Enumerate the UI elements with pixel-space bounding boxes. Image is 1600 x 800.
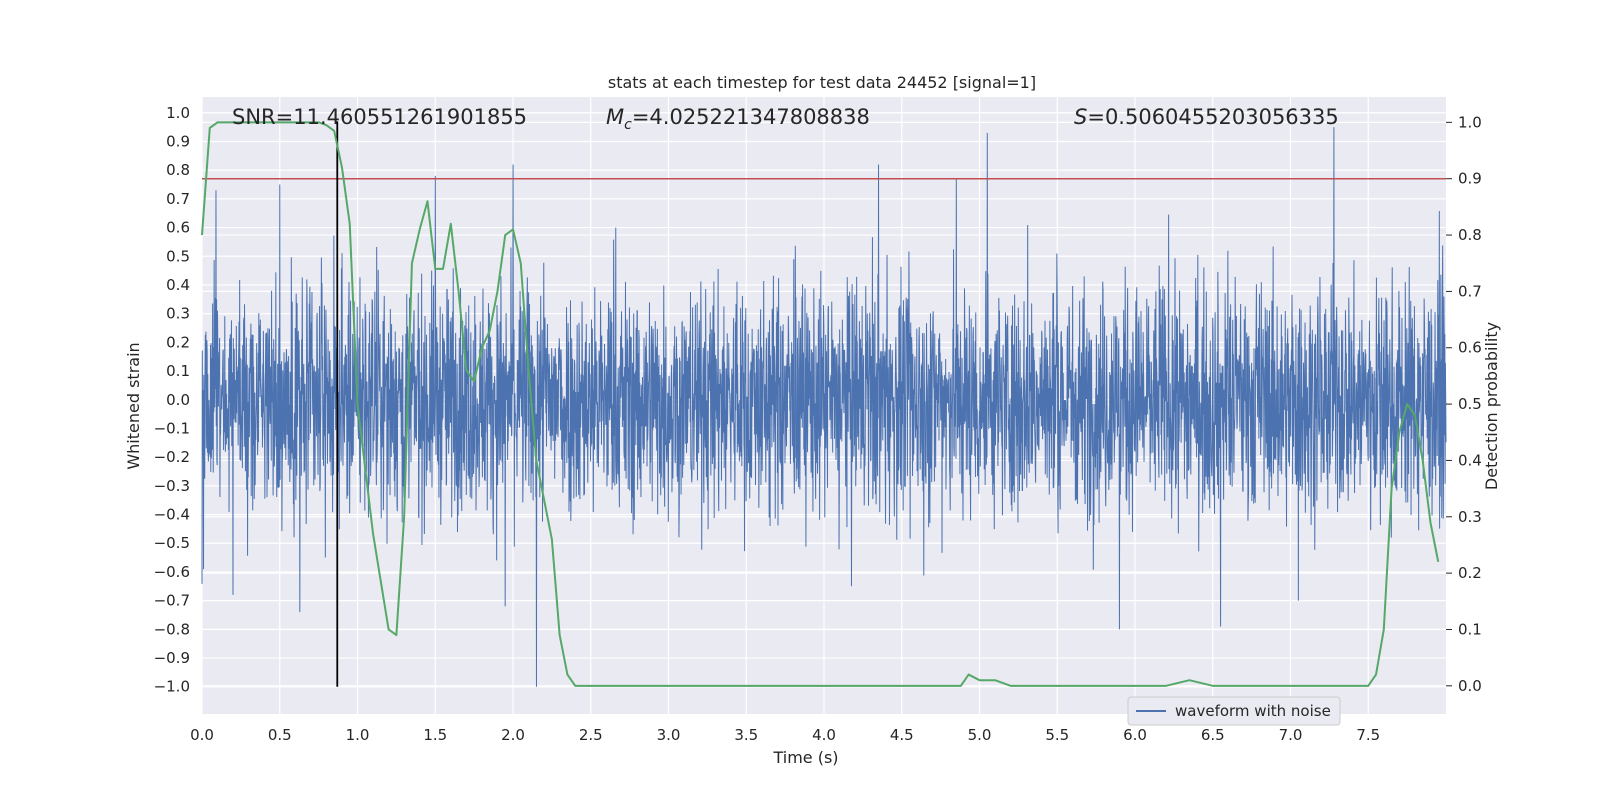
- s-annotation: S=0.5060455203056335: [1074, 105, 1339, 129]
- y-tick-label-right: 0.2: [1458, 564, 1482, 582]
- chirp-mass-subscript: c: [624, 117, 632, 133]
- y-tick-label-left: −0.4: [154, 506, 190, 524]
- y-tick-label-left: 0.9: [166, 132, 190, 150]
- y-tick-label-left: 0.7: [166, 190, 190, 208]
- y-tick-label-left: −0.5: [154, 534, 190, 552]
- y-tick-label-right: 0.6: [1458, 339, 1482, 357]
- y-tick-label-left: −0.2: [154, 448, 190, 466]
- y-tick-label-left: −0.7: [154, 592, 190, 610]
- y-tick-label-left: −0.3: [154, 477, 190, 495]
- y-tick-label-left: −0.6: [154, 563, 190, 581]
- y-tick-label-left: 0.0: [166, 391, 190, 409]
- y-tick-label-left: 0.1: [166, 362, 190, 380]
- y-tick-label-left: 1.0: [166, 104, 190, 122]
- x-tick-label: 0.0: [190, 726, 214, 744]
- y-axis-label-left: Whitened strain: [124, 342, 143, 469]
- y-tick-label-left: −0.9: [154, 649, 190, 667]
- y-tick-label-right: 0.1: [1458, 620, 1482, 638]
- x-tick-label: 2.0: [501, 726, 525, 744]
- chirp-mass-value: =4.025221347808838: [632, 105, 870, 129]
- x-tick-label: 1.5: [423, 726, 447, 744]
- x-tick-label: 0.5: [268, 726, 292, 744]
- x-tick-label: 1.0: [346, 726, 370, 744]
- x-tick-label: 6.0: [1123, 726, 1147, 744]
- s-symbol: S: [1074, 105, 1087, 129]
- y-tick-label-right: 0.5: [1458, 395, 1482, 413]
- y-tick-label-left: 0.2: [166, 333, 190, 351]
- y-tick-label-left: 0.4: [166, 276, 190, 294]
- y-tick-label-right: 0.8: [1458, 226, 1482, 244]
- x-tick-label: 4.0: [812, 726, 836, 744]
- x-tick-label: 7.5: [1356, 726, 1380, 744]
- y-tick-label-left: 0.6: [166, 219, 190, 237]
- legend-box: [1127, 696, 1341, 726]
- legend-waveform-label: waveform with noise: [1175, 702, 1331, 720]
- x-tick-label: 2.5: [579, 726, 603, 744]
- legend: waveform with noise: [1127, 696, 1341, 726]
- y-tick-label-left: 0.3: [166, 305, 190, 323]
- probability-line: [201, 121, 1440, 687]
- y-tick-label-left: −0.8: [154, 620, 190, 638]
- y-tick-label-left: −0.1: [154, 419, 190, 437]
- x-tick-label: 6.5: [1201, 726, 1225, 744]
- y-tick-label-left: −1.0: [154, 678, 190, 696]
- y-tick-label-right: 1.0: [1458, 113, 1482, 131]
- probability-series: [201, 121, 1440, 687]
- x-tick-label: 4.5: [890, 726, 914, 744]
- x-tick-label: 3.0: [657, 726, 681, 744]
- y-tick-label-right: 0.9: [1458, 170, 1482, 188]
- x-tick-label: 3.5: [734, 726, 758, 744]
- chirp-mass-symbol: M: [606, 105, 624, 129]
- x-axis-label: Time (s): [772, 748, 838, 767]
- y-tick-label-right: 0.0: [1458, 677, 1482, 695]
- chart-title: stats at each timestep for test data 244…: [608, 73, 1036, 92]
- chirp-mass-annotation: Mc=4.025221347808838: [606, 105, 870, 133]
- y-tick-label-left: 0.5: [166, 247, 190, 265]
- x-tick-label: 7.0: [1279, 726, 1303, 744]
- y-tick-label-right: 0.3: [1458, 508, 1482, 526]
- y-tick-label-left: 0.8: [166, 161, 190, 179]
- snr-annotation: SNR=11.460551261901855: [232, 105, 527, 129]
- x-tick-label: 5.5: [1045, 726, 1069, 744]
- y-axis-label-right: Detection probability: [1482, 322, 1501, 490]
- y-tick-label-right: 0.7: [1458, 282, 1482, 300]
- s-value: =0.5060455203056335: [1087, 105, 1338, 129]
- y-tick-label-right: 0.4: [1458, 451, 1482, 469]
- tick-labels: 0.0 0.5 1.0 1.5 2.0 2.5 3.0 3.5 4.0 4.5 5.0 5.5 6.0 6…: [154, 104, 1482, 744]
- x-tick-label: 5.0: [968, 726, 992, 744]
